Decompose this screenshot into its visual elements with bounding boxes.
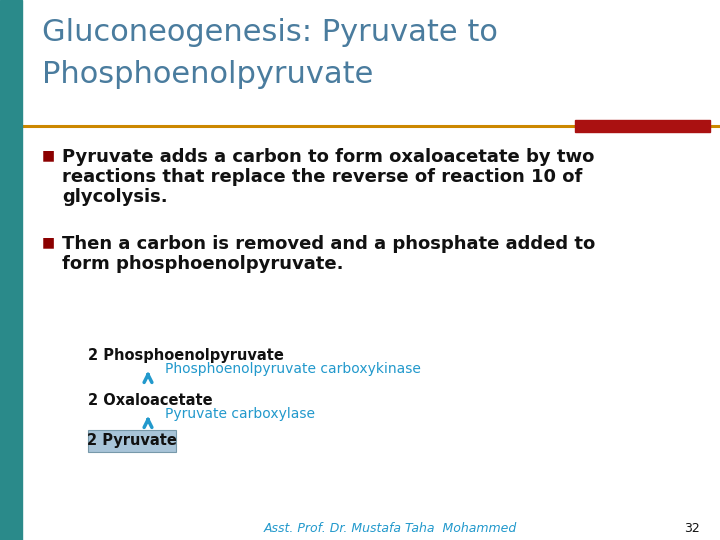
Bar [88, 430, 176, 452]
Text: Pyruvate carboxylase: Pyruvate carboxylase [165, 407, 315, 421]
Text: 2 Phosphoenolpyruvate: 2 Phosphoenolpyruvate [88, 348, 284, 363]
Text: Phosphoenolpyruvate: Phosphoenolpyruvate [42, 60, 374, 89]
Bar [0, 0, 22, 540]
Text: Gluconeogenesis: Pyruvate to: Gluconeogenesis: Pyruvate to [42, 18, 498, 47]
Text: glycolysis.: glycolysis. [62, 188, 168, 206]
Text: Asst. Prof. Dr. Mustafa Taha  Mohammed: Asst. Prof. Dr. Mustafa Taha Mohammed [264, 522, 517, 535]
Text: ■: ■ [42, 235, 55, 249]
Text: 2 Oxaloacetate: 2 Oxaloacetate [88, 393, 212, 408]
Text: ■: ■ [42, 148, 55, 162]
Text: form phosphoenolpyruvate.: form phosphoenolpyruvate. [62, 255, 343, 273]
Text: 32: 32 [684, 522, 700, 535]
Text: Phosphoenolpyruvate carboxykinase: Phosphoenolpyruvate carboxykinase [165, 362, 421, 376]
Text: Pyruvate adds a carbon to form oxaloacetate by two: Pyruvate adds a carbon to form oxaloacet… [62, 148, 595, 166]
Text: 2 Pyruvate: 2 Pyruvate [87, 434, 177, 449]
Bar [575, 120, 710, 132]
Text: Then a carbon is removed and a phosphate added to: Then a carbon is removed and a phosphate… [62, 235, 595, 253]
Text: reactions that replace the reverse of reaction 10 of: reactions that replace the reverse of re… [62, 168, 582, 186]
